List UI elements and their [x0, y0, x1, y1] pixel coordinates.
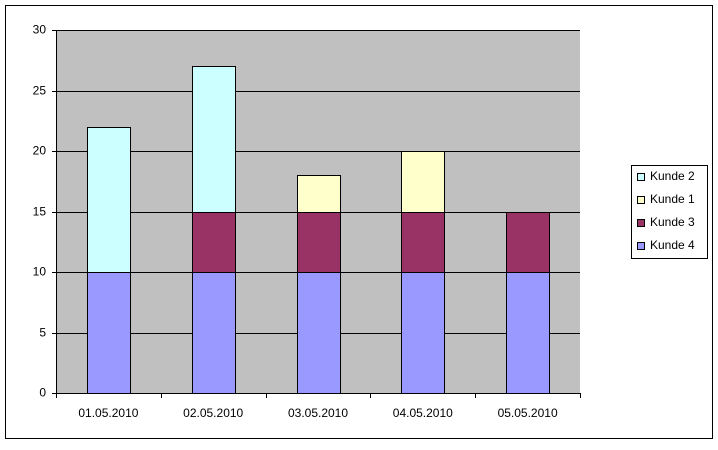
legend-swatch — [637, 196, 645, 204]
y-tick-label: 0 — [39, 386, 46, 400]
bar-segment — [297, 212, 341, 273]
bar-segment — [506, 212, 550, 273]
bar-segment — [87, 127, 131, 273]
y-tick-label: 10 — [33, 265, 47, 279]
legend-label: Kunde 1 — [650, 192, 695, 206]
y-tick-label: 30 — [33, 23, 47, 37]
x-tick-label: 04.05.2010 — [393, 406, 453, 420]
bar-segment — [87, 272, 131, 394]
bar-segment — [297, 272, 341, 394]
y-tick-label: 25 — [33, 84, 47, 98]
bar-segment — [401, 272, 445, 394]
legend-label: Kunde 3 — [650, 215, 695, 229]
bar-segment — [192, 66, 236, 213]
y-tick-label: 5 — [39, 326, 46, 340]
x-tick-label: 01.05.2010 — [78, 406, 138, 420]
legend-swatch — [637, 242, 645, 250]
legend-label: Kunde 2 — [650, 169, 695, 183]
legend-swatch — [637, 219, 645, 227]
y-tick-label: 15 — [33, 205, 47, 219]
x-tick-label: 02.05.2010 — [183, 406, 243, 420]
bar-segment — [506, 272, 550, 394]
bar-segment — [401, 212, 445, 273]
y-tick-label: 20 — [33, 144, 47, 158]
bar-segment — [192, 272, 236, 394]
legend-swatch — [637, 173, 645, 181]
legend-label: Kunde 4 — [650, 238, 695, 252]
bar-segment — [192, 212, 236, 273]
bar-segment — [297, 175, 341, 213]
x-tick-label: 03.05.2010 — [288, 406, 348, 420]
bar-segment — [401, 151, 445, 213]
x-tick-label: 05.05.2010 — [498, 406, 558, 420]
